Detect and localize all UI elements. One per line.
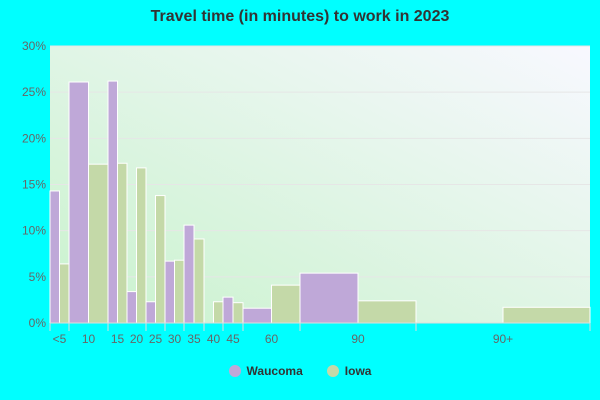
bar-iowa: [271, 284, 301, 324]
x-tick-label: 40: [207, 332, 221, 346]
bar-iowa: [502, 306, 591, 324]
bar-iowa: [213, 301, 224, 324]
bar-waucoma: [126, 291, 137, 324]
bar-iowa: [232, 302, 244, 324]
legend-item-iowa[interactable]: Iowa: [326, 364, 372, 378]
bar-waucoma: [49, 190, 60, 324]
bar-waucoma: [164, 260, 175, 324]
bar-iowa: [193, 238, 205, 324]
bar-iowa: [357, 300, 417, 324]
chart-title: Travel time (in minutes) to work in 2023: [150, 8, 450, 25]
bar-waucoma: [68, 81, 89, 324]
legend-label: Iowa: [344, 364, 372, 378]
x-tick-label: 15: [111, 332, 125, 346]
bar-iowa: [88, 163, 109, 324]
x-tick-label: 30: [168, 332, 182, 346]
x-tick-label: 20: [130, 332, 144, 346]
y-tick-label: 0%: [29, 316, 47, 330]
x-tick-label: <5: [53, 332, 67, 346]
legend-item-waucoma[interactable]: Waucoma: [228, 364, 303, 378]
bar-waucoma: [145, 301, 156, 324]
x-tick-label: 35: [187, 332, 201, 346]
bar-waucoma: [183, 224, 195, 324]
bar-iowa: [155, 195, 166, 324]
x-tick-label: 45: [226, 332, 240, 346]
y-tick-label: 20%: [22, 131, 46, 145]
y-tick-label: 15%: [22, 178, 46, 192]
x-tick-label: 90+: [493, 332, 513, 346]
x-tick-label: 25: [149, 332, 163, 346]
bar-waucoma: [107, 80, 118, 324]
bar-waucoma: [222, 296, 234, 324]
x-tick-label: 90: [351, 332, 365, 346]
y-tick-label: 30%: [22, 39, 46, 53]
y-tick-label: 25%: [22, 85, 46, 99]
legend-swatch: [228, 365, 241, 377]
legend: Waucoma Iowa: [0, 364, 600, 378]
legend-label: Waucoma: [246, 364, 303, 378]
bar-iowa: [136, 167, 147, 324]
bar-waucoma: [242, 307, 272, 324]
bar-iowa: [174, 259, 185, 324]
x-tick-label: 60: [265, 332, 279, 346]
y-tick-label: 5%: [29, 270, 47, 284]
y-tick-label: 10%: [22, 224, 46, 238]
bar-iowa: [59, 263, 70, 324]
x-tick-label: 10: [82, 332, 96, 346]
bar-iowa: [117, 162, 128, 324]
bar-waucoma: [299, 272, 359, 324]
legend-swatch: [326, 365, 339, 377]
